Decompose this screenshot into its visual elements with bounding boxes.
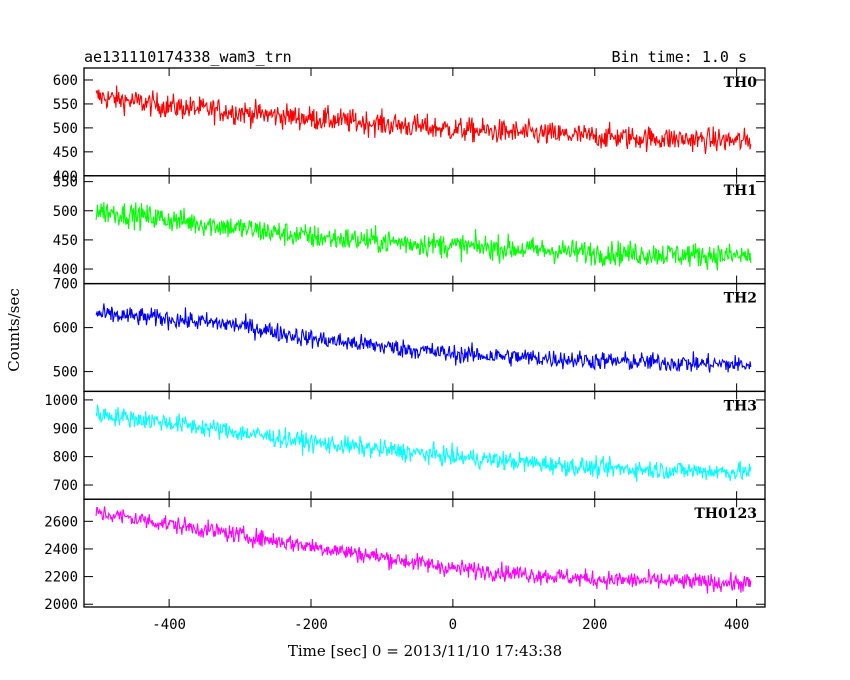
panel-frame-th3: [83, 390, 766, 500]
y-tick-label: 900: [53, 421, 78, 437]
x-tick-label: 200: [582, 617, 607, 633]
y-tick-label: 500: [53, 365, 78, 381]
y-tick-label: 500: [53, 204, 78, 220]
y-tick-label: 550: [53, 97, 78, 113]
y-tick-label: 2200: [44, 570, 78, 586]
panel-label-th2: TH2: [724, 291, 757, 307]
y-tick-label: 600: [53, 73, 78, 89]
y-axis-title: Counts/sec: [5, 288, 23, 372]
series-th3: [95, 404, 752, 482]
y-tick-label: 400: [53, 169, 78, 185]
series-th1: [95, 202, 752, 271]
y-tick-label: 400: [53, 262, 78, 278]
y-tick-label: 450: [53, 145, 78, 161]
panel-label-th1: TH1: [724, 183, 757, 199]
y-tick-label: 600: [53, 321, 78, 337]
panel-label-th0: TH0: [724, 75, 758, 91]
y-tick-label: 700: [53, 277, 78, 293]
y-tick-label: 2000: [44, 597, 78, 613]
y-tick-label: 2400: [44, 542, 78, 558]
panel-label-th3: TH3: [724, 398, 757, 414]
y-tick-label: 500: [53, 121, 78, 137]
y-tick-label: 1000: [44, 393, 78, 409]
chart-title: ae131110174338_wam3_trn: [84, 48, 292, 66]
y-tick-label: 2600: [44, 514, 78, 530]
x-axis-title: Time [sec] 0 = 2013/11/10 17:43:38: [288, 642, 562, 660]
x-tick-label: -400: [152, 617, 186, 633]
panel-frame-th1: [83, 175, 766, 285]
bin-time-label: Bin time: 1.0 s: [612, 48, 747, 66]
y-tick-label: 700: [53, 478, 78, 494]
y-tick-label: 550: [53, 175, 78, 191]
y-tick-label: 450: [53, 233, 78, 249]
series-th0123: [95, 506, 752, 594]
x-tick-label: 0: [449, 617, 457, 633]
series-th2: [95, 303, 752, 373]
panels-group: 400 450 500 550 600 TH0 400 450 500 550 TH1 500 600 7…: [44, 67, 766, 633]
y-tick-label: 800: [53, 450, 78, 466]
panel-label-th0123: TH0123: [694, 506, 757, 522]
panel-frame-th2: [83, 282, 766, 393]
x-tick-label: -200: [294, 617, 328, 633]
panel-frame-th0123: [83, 498, 766, 608]
series-th0: [95, 85, 752, 154]
x-tick-label: 400: [724, 617, 749, 633]
